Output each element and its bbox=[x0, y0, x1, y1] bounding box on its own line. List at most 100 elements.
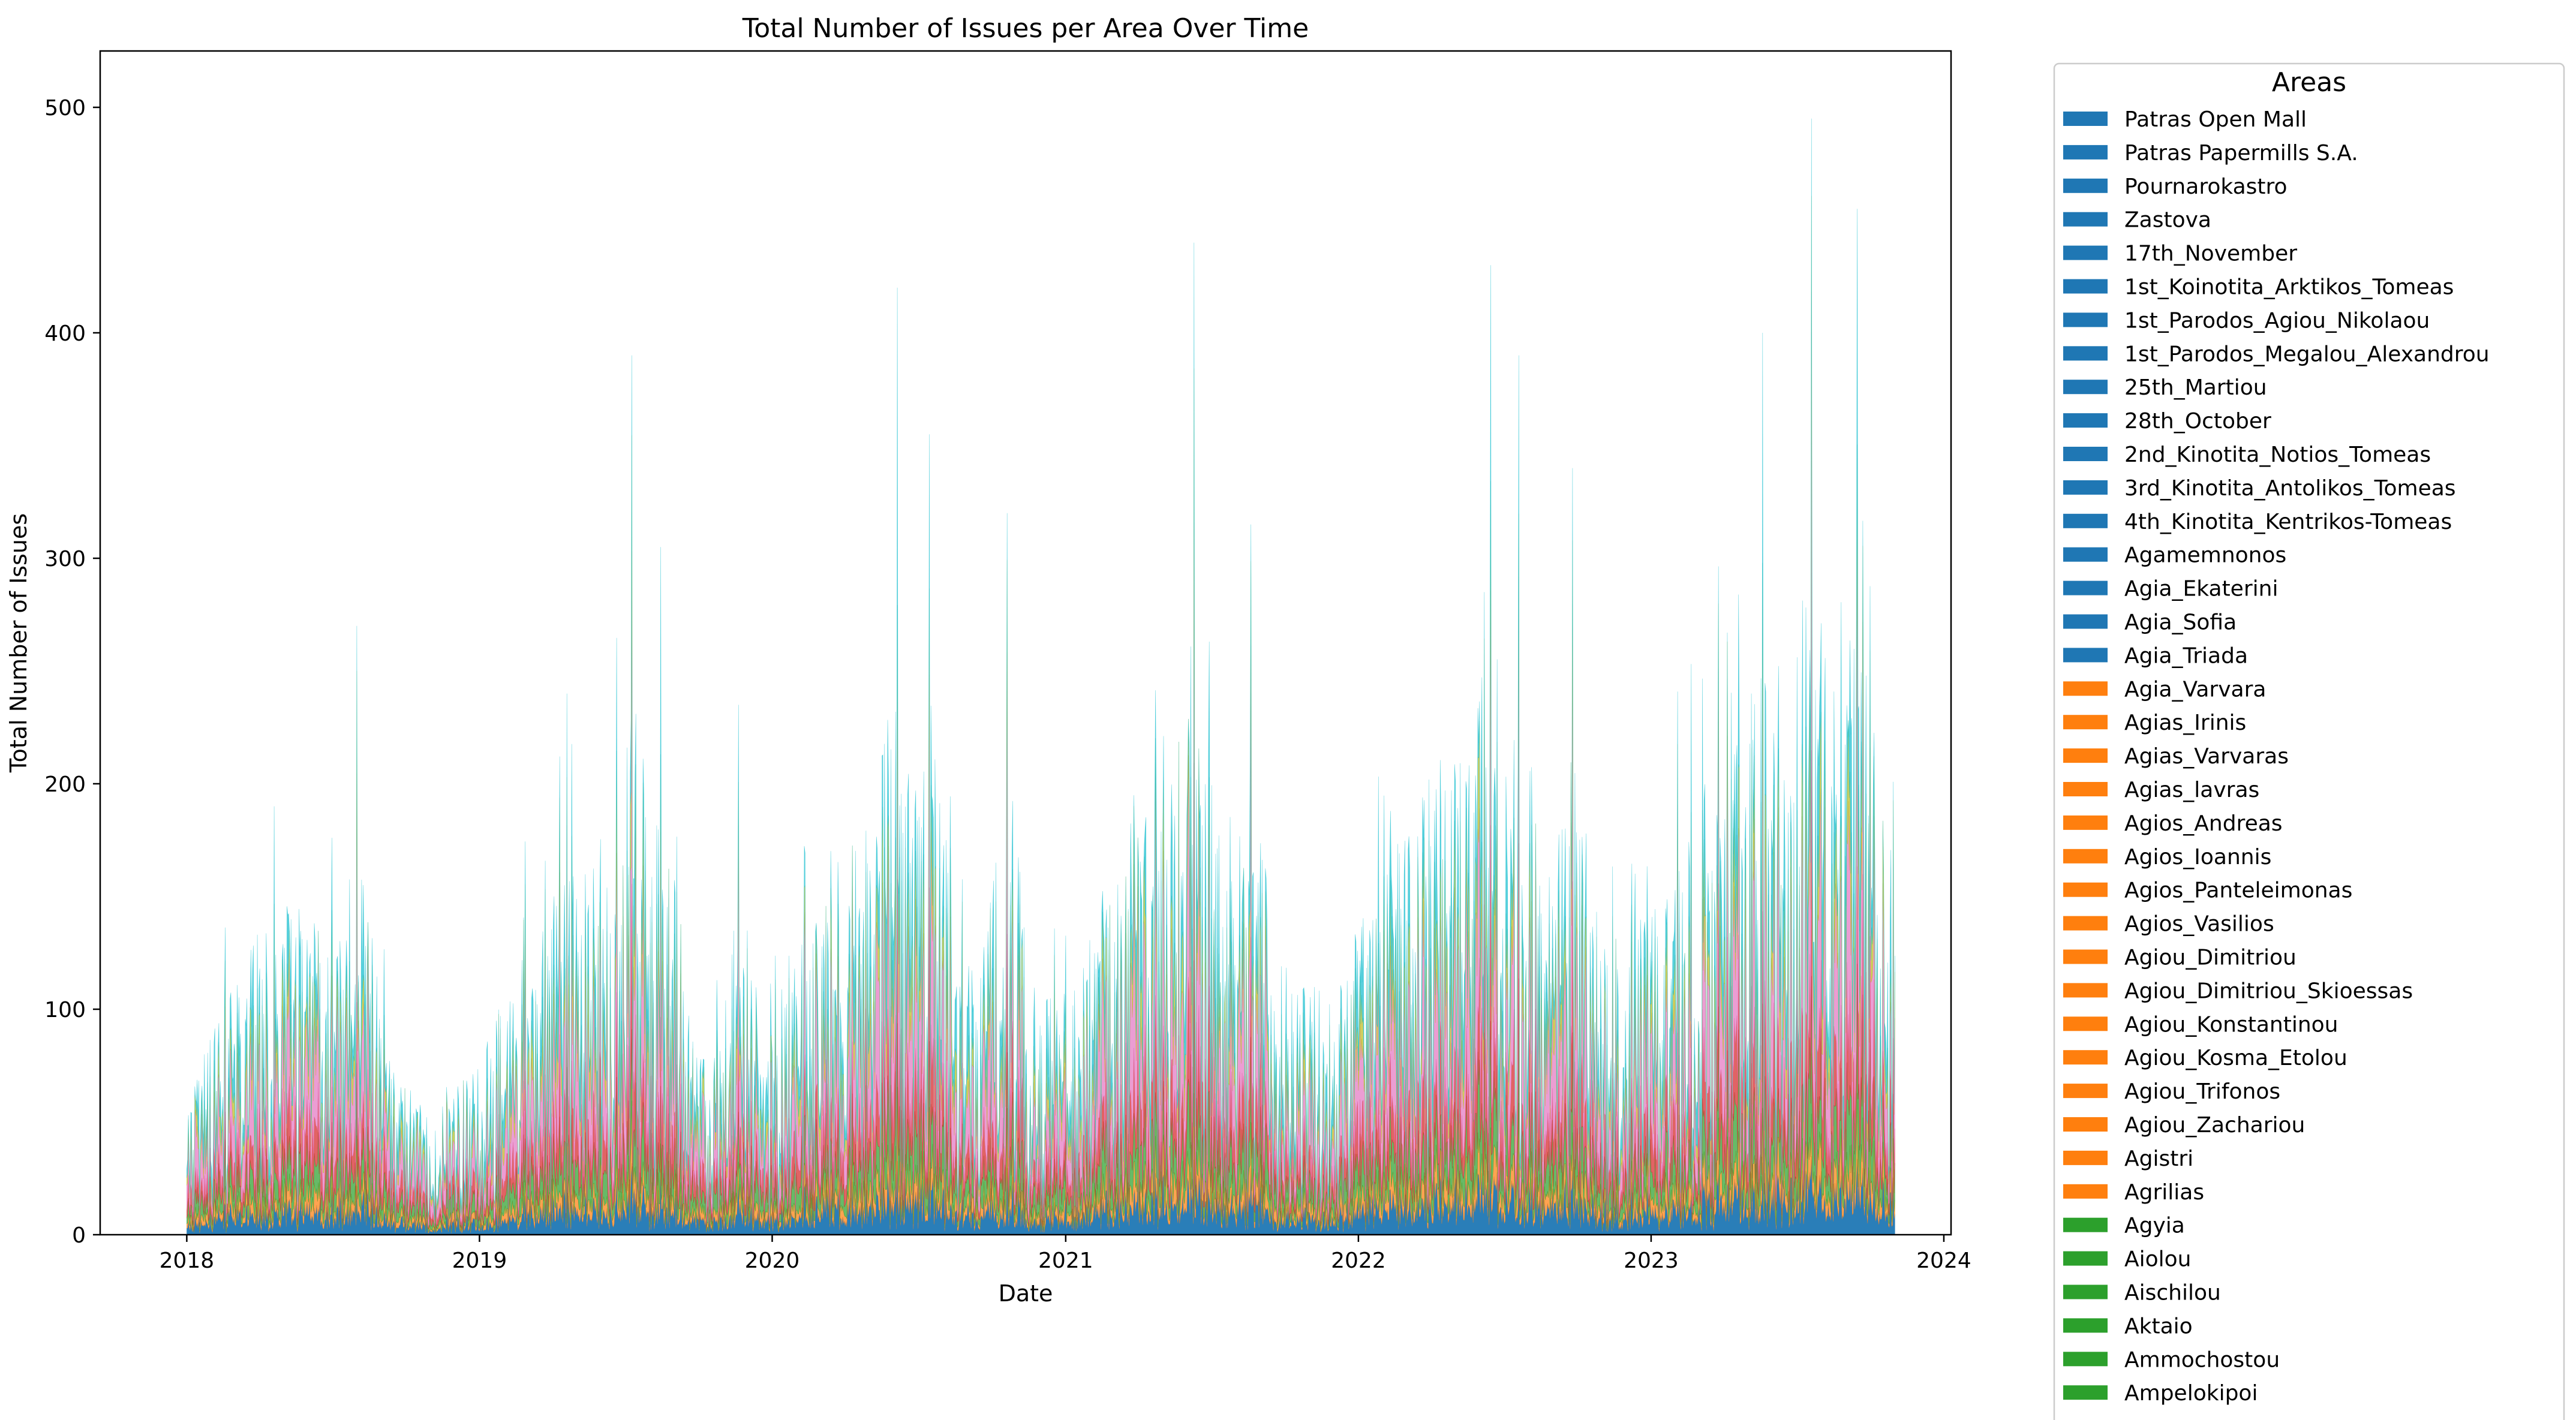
legend-swatch bbox=[2063, 1150, 2108, 1165]
legend-frame bbox=[2053, 62, 2565, 1420]
legend-label: Pournarokastro bbox=[2124, 175, 2288, 199]
legend-swatch bbox=[2063, 1284, 2108, 1299]
legend-label: Agia_Triada bbox=[2124, 643, 2248, 668]
legend-swatch bbox=[2063, 648, 2108, 663]
x-tick-label-2021: 2021 bbox=[1038, 1248, 1093, 1273]
legend-label: Patras Open Mall bbox=[2124, 107, 2307, 132]
legend-swatch bbox=[2063, 580, 2108, 595]
legend-swatch bbox=[2063, 882, 2108, 897]
legend-label: Ammochostou bbox=[2124, 1347, 2280, 1372]
legend-label: Agiou_Dimitriou_Skioessas bbox=[2124, 979, 2413, 1003]
legend-swatch bbox=[2063, 715, 2108, 730]
legend-swatch bbox=[2063, 1352, 2108, 1367]
legend-swatch bbox=[2063, 681, 2108, 696]
legend-swatch bbox=[2063, 145, 2108, 160]
legend-label: Agiou_Dimitriou bbox=[2124, 946, 2297, 970]
legend-swatch bbox=[2063, 112, 2108, 126]
legend-label: Aischilou bbox=[2124, 1281, 2221, 1305]
y-axis: 0 100 200 300 400 500 bbox=[44, 96, 100, 1248]
y-tick-label-300: 300 bbox=[44, 547, 86, 571]
legend-label: Agrilias bbox=[2124, 1180, 2204, 1205]
y-tick-label-400: 400 bbox=[44, 321, 86, 346]
legend-label: 1st_Parodos_Agiou_Nikolaou bbox=[2124, 308, 2430, 333]
legend-label: Agios_Vasilios bbox=[2124, 912, 2274, 937]
legend-label: Agiou_Zachariou bbox=[2124, 1113, 2305, 1138]
legend-swatch bbox=[2063, 1050, 2108, 1065]
legend-swatch bbox=[2063, 245, 2108, 260]
legend-swatch bbox=[2063, 480, 2108, 495]
x-axis: 2018 2019 2020 2021 2022 2023 2024 bbox=[160, 1235, 1971, 1273]
legend-swatch bbox=[2063, 312, 2108, 327]
y-tick-label-0: 0 bbox=[72, 1223, 86, 1248]
x-tick-label-2019: 2019 bbox=[452, 1248, 507, 1273]
x-tick-label-2022: 2022 bbox=[1331, 1248, 1386, 1273]
area-series-6 bbox=[187, 118, 1895, 1220]
legend-swatch bbox=[2063, 614, 2108, 629]
legend-swatch bbox=[2063, 178, 2108, 193]
legend-swatch bbox=[2063, 212, 2108, 227]
legend-swatch bbox=[2063, 1184, 2108, 1199]
legend-label: Agiou_Trifonos bbox=[2124, 1079, 2280, 1104]
legend-label: Agyia bbox=[2124, 1214, 2185, 1238]
legend-label: Agias_Irinis bbox=[2124, 711, 2246, 735]
legend-label: Agios_Panteleimonas bbox=[2124, 879, 2352, 903]
legend-swatch bbox=[2063, 279, 2108, 294]
legend-swatch bbox=[2063, 748, 2108, 763]
y-tick-label-100: 100 bbox=[44, 998, 86, 1022]
legend-swatch bbox=[2063, 413, 2108, 428]
x-tick-label-2024: 2024 bbox=[1916, 1248, 1971, 1273]
y-tick-label-200: 200 bbox=[44, 772, 86, 797]
legend-swatch bbox=[2063, 447, 2108, 461]
x-axis-label: Date bbox=[999, 1280, 1053, 1307]
legend-swatch bbox=[2063, 815, 2108, 830]
legend-swatch bbox=[2063, 949, 2108, 964]
legend-label: Agia_Sofia bbox=[2124, 610, 2237, 635]
legend-swatch bbox=[2063, 346, 2108, 361]
legend-label: 17th_November bbox=[2124, 242, 2297, 266]
legend-label: 25th_Martiou bbox=[2124, 375, 2267, 400]
x-tick-label-2018: 2018 bbox=[160, 1248, 215, 1273]
legend-swatch bbox=[2063, 1318, 2108, 1333]
legend-label: Zastova bbox=[2124, 208, 2211, 233]
legend-label: 2nd_Kinotita_Notios_Tomeas bbox=[2124, 443, 2431, 467]
legend-label: Ampelokipoi bbox=[2124, 1381, 2258, 1406]
plot-frame bbox=[99, 50, 1952, 1236]
legend-label: 1st_Koinotita_Arktikos_Tomeas bbox=[2124, 275, 2454, 300]
legend-swatch bbox=[2063, 380, 2108, 395]
legend-label: Aktaio bbox=[2124, 1314, 2193, 1338]
plot-area bbox=[187, 118, 1895, 1235]
legend-label: 4th_Kinotita_Kentrikos-Tomeas bbox=[2124, 510, 2452, 534]
legend-swatch bbox=[2063, 1217, 2108, 1232]
y-axis-label: Total Number of Issues bbox=[5, 513, 32, 773]
legend-label: Aiolou bbox=[2124, 1247, 2192, 1272]
legend-swatch bbox=[2063, 513, 2108, 528]
legend-swatch bbox=[2063, 1084, 2108, 1099]
x-tick-label-2023: 2023 bbox=[1624, 1248, 1679, 1273]
legend-swatch bbox=[2063, 849, 2108, 864]
legend-title: Areas bbox=[2272, 67, 2346, 98]
x-tick-label-2020: 2020 bbox=[745, 1248, 800, 1273]
legend-swatch bbox=[2063, 782, 2108, 796]
legend-swatch bbox=[2063, 1016, 2108, 1031]
legend-label: Agia_Varvara bbox=[2124, 677, 2266, 702]
legend-label: Agiou_Konstantinou bbox=[2124, 1012, 2338, 1037]
y-tick-label-500: 500 bbox=[44, 96, 86, 121]
legend-swatch bbox=[2063, 1251, 2108, 1266]
legend-label: Agamemnonos bbox=[2124, 543, 2286, 568]
legend: Areas Patras Open Mall Patras Papermills… bbox=[2053, 62, 2565, 1420]
legend-label: Agia_Ekaterini bbox=[2124, 577, 2278, 601]
legend-label: Patras Papermills S.A. bbox=[2124, 141, 2358, 166]
legend-entries: Patras Open Mall Patras Papermills S.A. … bbox=[2063, 107, 2490, 1406]
legend-swatch bbox=[2063, 547, 2108, 562]
legend-label: Agistri bbox=[2124, 1147, 2193, 1171]
legend-label: Agios_Ioannis bbox=[2124, 845, 2271, 870]
legend-label: Agias_lavras bbox=[2124, 778, 2259, 802]
legend-label: 1st_Parodos_Megalou_Alexandrou bbox=[2124, 342, 2490, 366]
legend-swatch bbox=[2063, 1385, 2108, 1400]
legend-label: Agios_Andreas bbox=[2124, 811, 2283, 836]
legend-label: 3rd_Kinotita_Antolikos_Tomeas bbox=[2124, 476, 2456, 501]
chart-title: Total Number of Issues per Area Over Tim… bbox=[742, 13, 1309, 44]
legend-label: 28th_October bbox=[2124, 409, 2271, 434]
